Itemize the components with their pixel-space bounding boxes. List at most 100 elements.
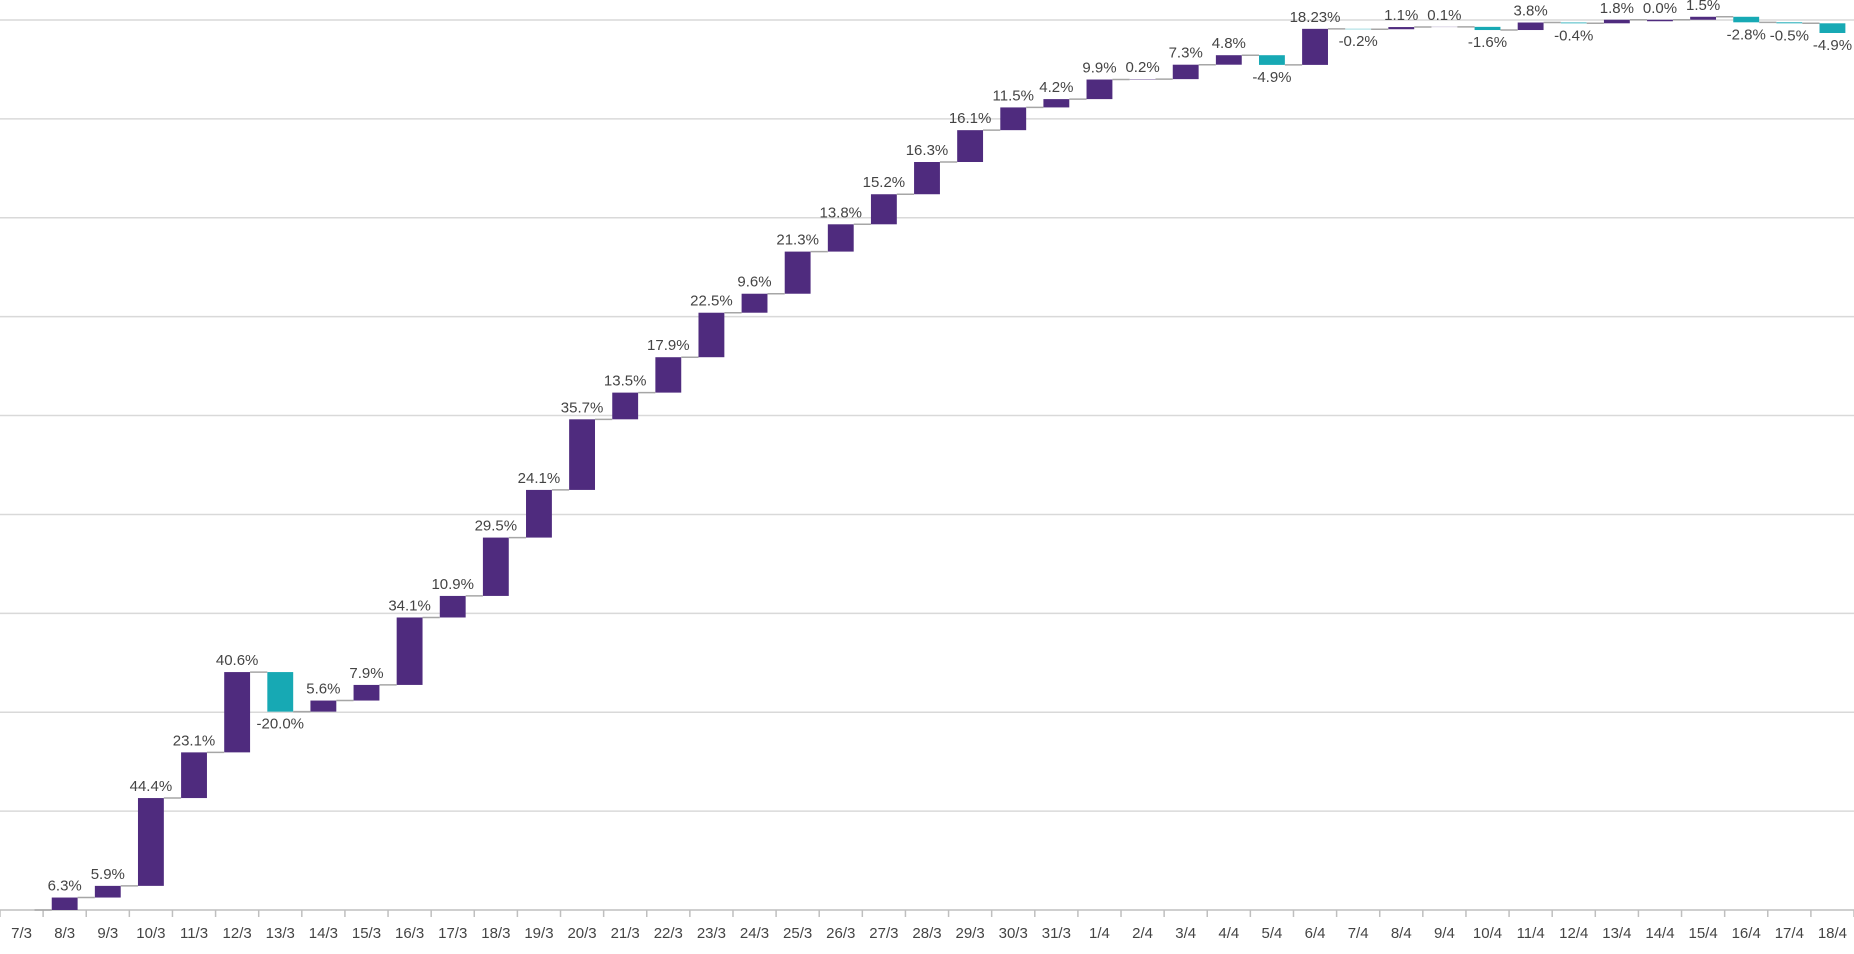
increase-bar: [1647, 20, 1673, 22]
increase-bar: [742, 294, 768, 313]
data-label: 24.1%: [518, 470, 561, 487]
data-label: 0.2%: [1125, 59, 1159, 76]
increase-bar: [785, 252, 811, 294]
data-label: 40.6%: [216, 652, 259, 669]
data-label: 29.5%: [475, 518, 518, 535]
x-tick-label: 11/4: [1517, 925, 1545, 942]
increase-bar: [957, 130, 983, 162]
decrease-bar: [1820, 23, 1846, 33]
data-label: 1.8%: [1600, 0, 1634, 17]
increase-bar: [1302, 29, 1328, 65]
increase-bar: [138, 798, 164, 886]
increase-bar: [612, 393, 638, 420]
increase-bar: [1216, 55, 1242, 64]
increase-bar: [181, 752, 207, 798]
x-tick-label: 12/4: [1559, 925, 1588, 942]
data-label: 16.3%: [906, 142, 949, 159]
x-tick-label: 31/3: [1042, 925, 1071, 942]
increase-bar: [310, 701, 336, 712]
x-tick-label: 10/3: [136, 925, 165, 942]
data-label: -0.2%: [1339, 33, 1378, 50]
data-label: 5.9%: [91, 866, 125, 883]
increase-bar: [1000, 107, 1026, 130]
x-tick-label: 23/3: [697, 925, 726, 942]
data-label: 34.1%: [388, 597, 431, 614]
increase-bar: [1087, 80, 1113, 100]
x-tick-label: 28/3: [912, 925, 941, 942]
increase-bar: [914, 162, 940, 194]
increase-bar: [1173, 65, 1199, 79]
increase-bar: [526, 490, 552, 538]
x-tick-label: 9/3: [97, 925, 118, 942]
x-tick-label: 29/3: [956, 925, 985, 942]
data-label: -2.8%: [1727, 26, 1766, 43]
x-tick-label: 7/4: [1348, 925, 1369, 942]
increase-bar: [698, 313, 724, 358]
x-tick-label: 9/4: [1434, 925, 1455, 942]
data-label: 6.3%: [48, 878, 82, 895]
x-tick-label: 3/4: [1175, 925, 1196, 942]
data-label: 11.5%: [993, 87, 1034, 104]
data-label: 17.9%: [647, 337, 690, 354]
x-tick-label: 26/3: [826, 925, 855, 942]
x-tick-label: 24/3: [740, 925, 769, 942]
data-label: 35.7%: [561, 399, 604, 416]
increase-bar: [95, 886, 121, 898]
decrease-bar: [1733, 17, 1759, 23]
data-label: 23.1%: [173, 732, 216, 749]
x-tick-label: 20/3: [567, 925, 596, 942]
data-label: 18.23%: [1290, 9, 1341, 26]
data-label: 5.6%: [306, 681, 340, 698]
x-tick-label: 6/4: [1305, 925, 1326, 942]
decrease-bar: [267, 672, 293, 712]
data-label: 13.8%: [819, 204, 862, 221]
increase-bar: [1388, 27, 1414, 29]
data-label: -4.9%: [1252, 69, 1291, 86]
x-tick-label: 15/3: [352, 925, 381, 942]
data-label: 0.0%: [1643, 0, 1677, 17]
x-tick-label: 27/3: [869, 925, 898, 942]
data-label: 1.5%: [1686, 0, 1720, 14]
x-tick-label: 11/3: [180, 925, 208, 942]
x-tick-label: 25/3: [783, 925, 812, 942]
data-label: 3.8%: [1514, 3, 1548, 20]
x-tick-label: 16/4: [1732, 925, 1761, 942]
data-label: 9.9%: [1082, 60, 1116, 77]
x-tick-label: 8/3: [54, 925, 75, 942]
increase-bar: [1604, 20, 1630, 24]
x-tick-label: 19/3: [524, 925, 553, 942]
x-tick-label: 12/3: [223, 925, 252, 942]
increase-bar: [1043, 99, 1069, 107]
increase-bar: [569, 419, 595, 490]
x-tick-label: 16/3: [395, 925, 424, 942]
x-tick-label: 4/4: [1218, 925, 1239, 942]
data-label: 10.9%: [431, 576, 474, 593]
x-tick-label: 14/4: [1645, 925, 1674, 942]
x-tick-label: 15/4: [1688, 925, 1717, 942]
x-tick-label: 21/3: [611, 925, 640, 942]
data-label: 9.6%: [737, 274, 771, 291]
x-tick-label: 17/3: [438, 925, 467, 942]
x-tick-label: 13/4: [1602, 925, 1631, 942]
x-tick-label: 14/3: [309, 925, 338, 942]
increase-bar: [397, 617, 423, 684]
data-label: 7.3%: [1169, 45, 1203, 62]
decrease-bar: [1259, 55, 1285, 65]
x-tick-label: 22/3: [654, 925, 683, 942]
data-label: 15.2%: [863, 174, 906, 191]
decrease-bar: [1776, 22, 1802, 23]
increase-bar: [1690, 17, 1716, 20]
x-tick-label: 8/4: [1391, 925, 1412, 942]
increase-bar: [871, 194, 897, 224]
decrease-bar: [1475, 27, 1501, 30]
data-label: 7.9%: [349, 665, 383, 682]
x-tick-label: 17/4: [1775, 925, 1804, 942]
increase-bar: [655, 357, 681, 392]
x-tick-label: 13/3: [266, 925, 295, 942]
data-label: 1.1%: [1384, 7, 1418, 24]
data-label: 16.1%: [949, 110, 992, 127]
data-label: 4.2%: [1039, 79, 1073, 96]
data-label: 13.5%: [604, 373, 647, 390]
increase-bar: [52, 898, 78, 910]
